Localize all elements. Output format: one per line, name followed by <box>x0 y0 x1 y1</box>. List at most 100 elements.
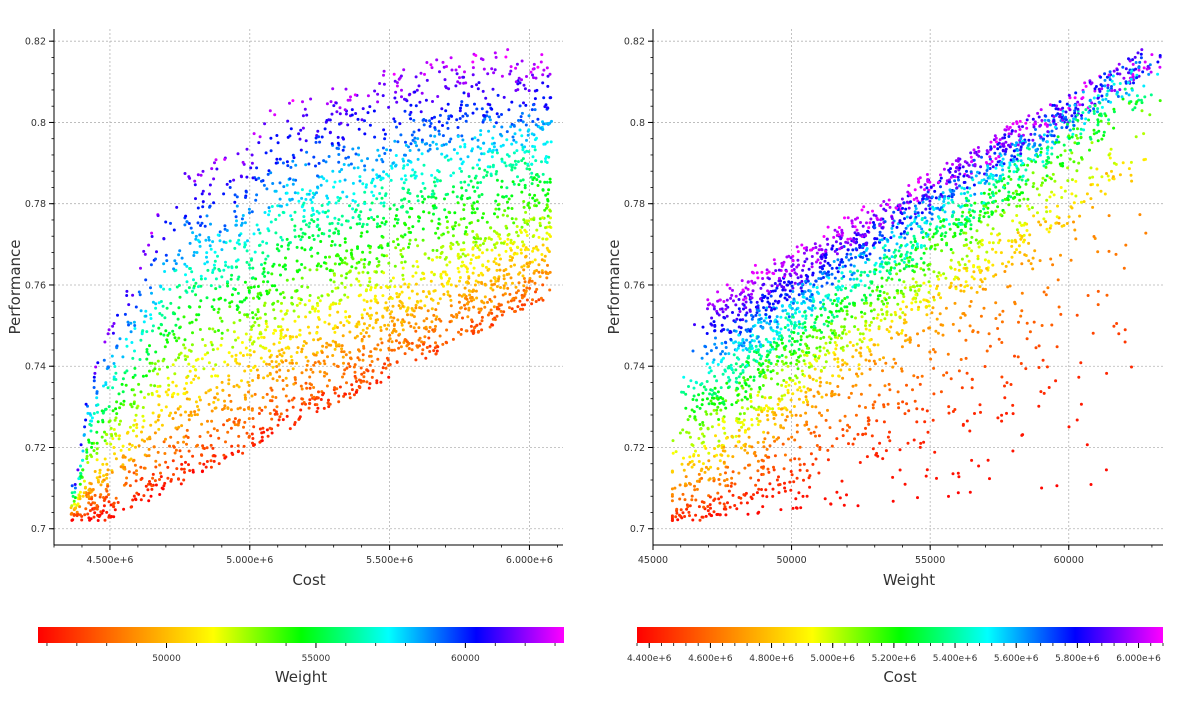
left-data-point <box>411 168 415 172</box>
left-data-point <box>486 259 490 263</box>
left-data-point <box>270 272 274 276</box>
right-data-point <box>845 429 849 433</box>
left-data-point <box>93 470 97 473</box>
left-data-point <box>232 420 236 424</box>
left-data-point <box>226 280 229 284</box>
left-data-point <box>473 189 477 193</box>
right-data-point <box>928 207 932 211</box>
left-data-point <box>264 322 268 326</box>
left-data-point <box>195 444 198 448</box>
left-data-point <box>545 140 549 144</box>
left-data-point <box>474 289 478 293</box>
left-data-point <box>462 217 466 221</box>
left-data-point <box>412 118 416 122</box>
right-data-point <box>1044 293 1048 297</box>
left-data-point <box>247 435 251 439</box>
right-data-point <box>1001 262 1004 266</box>
left-data-point <box>423 142 427 146</box>
left-data-point <box>524 290 528 294</box>
left-data-point <box>241 214 245 217</box>
left-data-point <box>431 248 435 252</box>
right-data-point <box>716 491 720 495</box>
left-data-point <box>384 301 388 305</box>
right-data-point <box>906 224 910 228</box>
left-data-point <box>223 399 226 403</box>
right-data-point <box>757 487 761 491</box>
left-data-point <box>292 382 296 386</box>
left-data-point <box>342 163 346 166</box>
right-data-point <box>787 339 791 343</box>
right-data-point <box>751 333 755 337</box>
left-data-point <box>440 107 444 111</box>
left-data-point <box>175 339 179 343</box>
right-data-point <box>1070 192 1074 196</box>
right-data-point <box>830 444 834 448</box>
left-data-point <box>471 111 475 115</box>
left-data-point <box>172 267 176 271</box>
left-data-point <box>449 247 453 251</box>
left-data-point <box>303 232 307 236</box>
left-data-point <box>277 418 281 422</box>
left-data-point <box>188 267 192 270</box>
left-data-point <box>307 192 311 196</box>
right-data-point <box>783 489 787 493</box>
left-data-point <box>534 204 538 208</box>
right-data-point <box>893 255 897 259</box>
right-data-point <box>843 414 847 418</box>
right-data-point <box>783 393 787 397</box>
right-data-point <box>859 392 863 396</box>
right-data-point <box>780 368 784 372</box>
left-data-point <box>240 300 244 304</box>
left-data-point <box>310 393 313 397</box>
left-data-point <box>243 245 246 249</box>
left-data-point <box>78 490 82 494</box>
right-data-point <box>856 432 860 436</box>
left-data-point <box>182 440 185 444</box>
left-data-point <box>93 371 97 375</box>
left-data-point <box>308 248 312 251</box>
right-data-point <box>935 317 939 321</box>
left-data-point <box>194 374 197 378</box>
right-data-point <box>1085 443 1089 447</box>
right-data-point <box>728 378 732 382</box>
left-data-point <box>210 305 214 309</box>
right-data-point <box>1073 111 1077 115</box>
left-data-point <box>486 300 489 304</box>
left-data-point <box>236 407 240 411</box>
left-data-point <box>173 372 177 376</box>
left-data-point <box>427 195 430 199</box>
right-data-point <box>887 330 891 334</box>
right-data-point <box>840 299 844 303</box>
left-data-point <box>103 340 107 344</box>
left-data-point <box>547 155 551 159</box>
left-data-point <box>174 384 178 388</box>
left-data-point <box>378 224 382 228</box>
left-data-point <box>409 231 413 234</box>
right-data-point <box>976 254 980 258</box>
left-data-point <box>345 272 349 276</box>
right-data-point <box>991 227 995 231</box>
left-data-point <box>249 286 253 289</box>
right-data-point <box>854 383 858 387</box>
left-data-point <box>499 309 503 313</box>
left-gridlines <box>54 29 563 545</box>
right-data-point <box>967 259 971 263</box>
left-data-point <box>210 343 214 347</box>
right-data-point <box>905 215 909 219</box>
right-data-point <box>932 392 936 396</box>
left-data-point <box>485 110 489 114</box>
left-data-point <box>202 367 206 371</box>
left-data-point <box>537 270 541 274</box>
right-data-point <box>826 270 830 274</box>
left-data-point <box>183 338 187 342</box>
right-data-point <box>1039 390 1043 394</box>
left-data-point <box>250 432 254 436</box>
right-data-point <box>1088 176 1092 180</box>
left-data-point <box>509 248 513 252</box>
right-data-point <box>801 326 805 330</box>
left-data-point <box>143 453 147 457</box>
left-data-point <box>516 234 520 238</box>
right-data-point <box>1043 178 1047 182</box>
left-data-point <box>184 273 187 277</box>
left-data-point <box>234 357 238 361</box>
